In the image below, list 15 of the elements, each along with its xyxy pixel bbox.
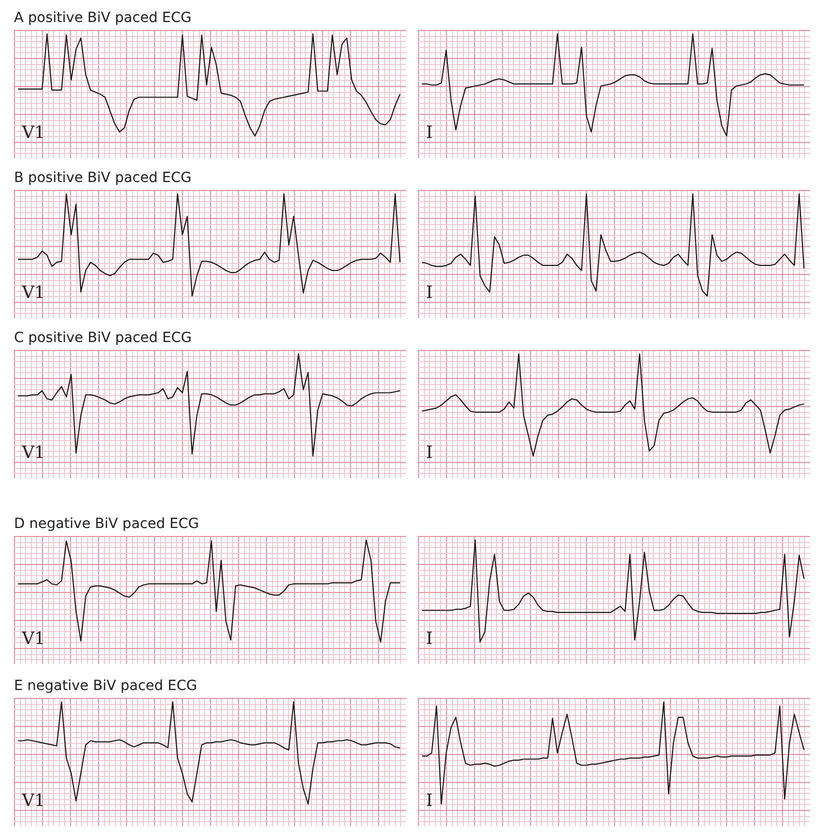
annotation: V1 <box>21 629 46 649</box>
annotation: I <box>426 443 433 463</box>
chart-title: D negative BiV paced ECG <box>14 515 200 534</box>
annotation: I <box>426 123 433 143</box>
annotation: V1 <box>21 283 46 303</box>
annotation: V1 <box>21 791 46 811</box>
chart-title: C positive BiV paced ECG <box>14 329 193 348</box>
annotation: I <box>426 283 433 303</box>
chart-title: E negative BiV paced ECG <box>14 677 198 696</box>
annotation: I <box>426 791 433 811</box>
chart-title: B positive BiV paced ECG <box>14 169 193 188</box>
annotation: I <box>426 629 433 649</box>
annotation: V1 <box>21 443 46 463</box>
annotation: V1 <box>21 123 46 143</box>
chart-title: A positive BiV paced ECG <box>14 9 192 28</box>
